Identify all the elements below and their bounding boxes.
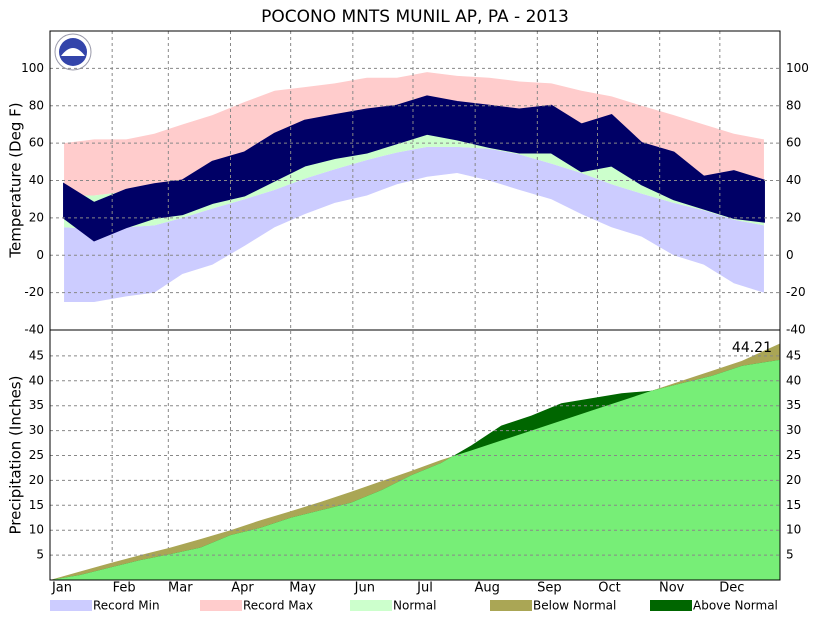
- x-tick-label: Sep: [537, 581, 562, 596]
- y-axis-label: Temperature (Deg F): [7, 102, 25, 258]
- chart-title: POCONO MNTS MUNIL AP, PA - 2013: [261, 7, 569, 27]
- y-tick-label-right: 5: [786, 548, 794, 562]
- legend-label: Record Min: [93, 599, 160, 613]
- y-tick-label: -20: [24, 285, 44, 299]
- logo: [54, 33, 92, 71]
- frame: [49, 30, 781, 581]
- legend-label: Below Normal: [533, 599, 616, 613]
- y-tick-label-right: 25: [786, 448, 801, 462]
- y-tick-label-right: 30: [786, 423, 801, 437]
- y-tick-label: 40: [29, 173, 44, 187]
- overlap-area: [50, 359, 780, 580]
- x-tick-label: May: [289, 581, 316, 596]
- legend-label: Record Max: [243, 599, 313, 613]
- legend-swatch: [50, 600, 92, 611]
- value-label: 44.21: [732, 340, 772, 356]
- x-tick-label: Jul: [416, 581, 433, 596]
- legend-swatch: [350, 600, 392, 611]
- y-tick-label-right: 45: [786, 348, 801, 362]
- legend-label: Above Normal: [693, 599, 778, 613]
- legend-swatch: [200, 600, 242, 611]
- y-tick-label: 80: [29, 98, 44, 112]
- y-tick-label-right: 80: [786, 98, 801, 112]
- x-tick-label: Oct: [598, 581, 620, 596]
- y-tick-label: 10: [29, 523, 44, 537]
- y-tick-label-right: 15: [786, 498, 801, 512]
- y-tick-label-right: 10: [786, 523, 801, 537]
- x-tick-label: Mar: [168, 581, 193, 596]
- y-tick-label: 0: [36, 248, 44, 262]
- legend-swatch: [650, 600, 692, 611]
- y-tick-label: 60: [29, 136, 44, 150]
- y-tick-label-right: 0: [786, 248, 794, 262]
- y-tick-label: 45: [29, 348, 44, 362]
- x-tick-label: Feb: [113, 581, 136, 596]
- y-tick-label: 40: [29, 373, 44, 387]
- x-tick-label: Apr: [231, 581, 254, 596]
- y-tick-label-right: 40: [786, 173, 801, 187]
- x-tick-label: Jun: [354, 581, 375, 596]
- y-tick-label: 30: [29, 423, 44, 437]
- legend-label: Normal: [393, 599, 436, 613]
- y-tick-label: 25: [29, 448, 44, 462]
- y-axis-label: Precipitation (Inches): [7, 376, 25, 535]
- y-tick-label-right: -20: [786, 285, 806, 299]
- record-min-area: [64, 146, 764, 302]
- y-tick-label: 15: [29, 498, 44, 512]
- y-tick-label: 5: [36, 548, 44, 562]
- y-tick-label-right: 40: [786, 373, 801, 387]
- x-tick-label: Nov: [659, 581, 685, 596]
- y-tick-label-right: 100: [786, 61, 809, 75]
- record-max-area: [64, 72, 764, 196]
- y-tick-label-right: 60: [786, 136, 801, 150]
- x-tick-label: Aug: [474, 581, 499, 596]
- x-tick-label: Dec: [719, 581, 744, 596]
- y-tick-label: 20: [29, 473, 44, 487]
- y-tick-label-right: -40: [786, 323, 806, 337]
- y-tick-label-right: 35: [786, 398, 801, 412]
- y-tick-label: 100: [21, 61, 44, 75]
- y-tick-label-right: 20: [786, 473, 801, 487]
- x-tick-label: Jan: [51, 581, 72, 596]
- y-tick-label: -40: [24, 323, 44, 337]
- y-tick-label-right: 20: [786, 210, 801, 224]
- legend-swatch: [490, 600, 532, 611]
- y-tick-label: 20: [29, 210, 44, 224]
- y-tick-label: 35: [29, 398, 44, 412]
